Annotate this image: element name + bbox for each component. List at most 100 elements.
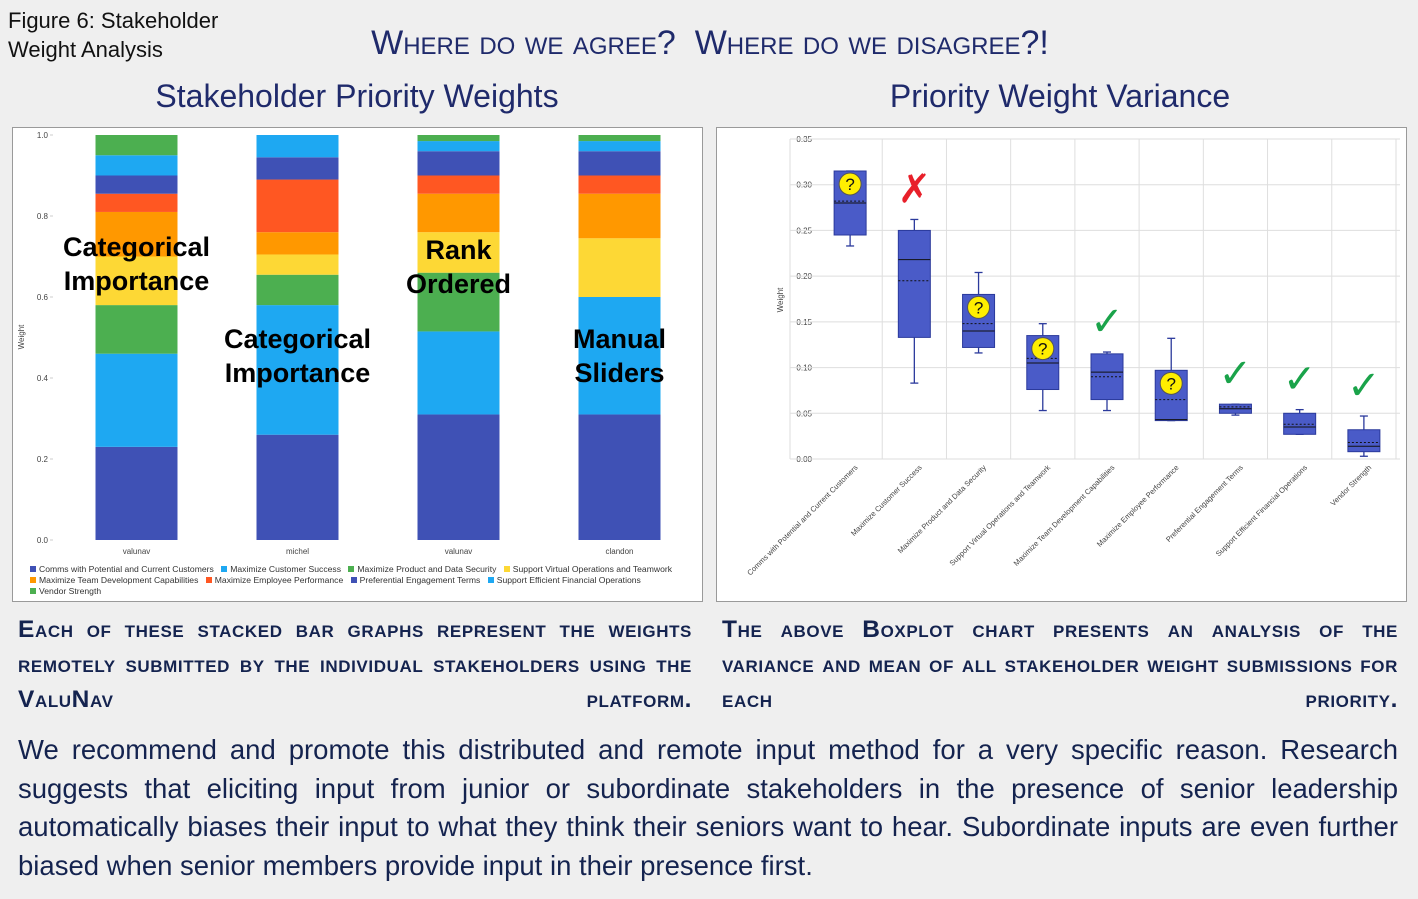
- x-tick-label: valunav: [123, 547, 151, 556]
- legend-label: Support Virtual Operations and Teamwork: [512, 564, 673, 574]
- right-panel: [716, 127, 1407, 602]
- x-tick-label: Vendor Strength: [1329, 463, 1374, 508]
- bar-segment: [95, 446, 178, 540]
- x-tick-label: Maximize Team Development Capabilities: [1012, 463, 1117, 568]
- question-badge: [967, 295, 991, 319]
- bar-segment: [417, 331, 500, 415]
- bar-annotation: Rank Ordered: [405, 235, 512, 299]
- chart-title: Priority Weight Variance: [889, 78, 1231, 114]
- bar-segment: [95, 155, 178, 176]
- question-badge: [1159, 371, 1183, 395]
- bar-annotation: Categorical Importance: [223, 324, 372, 388]
- bar-segment: [95, 256, 178, 306]
- bar-segment: [95, 353, 178, 447]
- bar-segment: [256, 434, 339, 540]
- bar-segment: [256, 179, 339, 233]
- bar-segment: [417, 175, 500, 194]
- x-tick-label: michel: [286, 547, 309, 556]
- legend-item: Maximize Team Development Capabilities: [30, 575, 198, 585]
- annotation: ✓: [1090, 299, 1124, 345]
- bar-segment: [256, 157, 339, 180]
- bar-segment: [578, 414, 661, 540]
- bar-segment: [256, 274, 339, 306]
- bar-segment: [578, 141, 661, 152]
- bar-segment: [95, 135, 178, 156]
- legend-label: Maximize Customer Success: [230, 564, 341, 574]
- bar-segment: [95, 211, 178, 257]
- x-tick-label: Maximize Customer Success: [849, 463, 924, 538]
- bar-segment: [578, 297, 661, 415]
- legend-swatch: [221, 566, 228, 572]
- figure-label: Figure 6: Stakeholder Weight Analysis: [8, 8, 219, 62]
- bar-segment: [578, 175, 661, 194]
- annotation: ?: [1038, 340, 1047, 359]
- legend-swatch: [487, 577, 494, 583]
- y-tick-label: 0.2: [37, 455, 49, 464]
- y-axis-label: Weight: [17, 324, 26, 350]
- bar-segment: [256, 254, 339, 275]
- question-badge: [838, 172, 862, 196]
- box: [1347, 429, 1381, 453]
- y-axis-label: Weight: [776, 287, 785, 313]
- bar-segment: [95, 305, 178, 354]
- legend-item: Preferential Engagement Terms: [350, 575, 481, 585]
- annotation: ?: [974, 298, 983, 317]
- y-tick-label: 1.0: [37, 131, 49, 140]
- annotation: ?: [1166, 374, 1175, 393]
- legend-swatch: [503, 566, 510, 572]
- bar-segment: [417, 272, 500, 332]
- legend-label: Support Efficient Financial Operations: [496, 575, 641, 585]
- bar-segment: [578, 151, 661, 176]
- legend-item: Maximize Employee Performance: [205, 575, 344, 585]
- legend-item: Support Virtual Operations and Teamwork: [503, 564, 673, 574]
- legend-label: Maximize Team Development Capabilities: [39, 575, 199, 585]
- legend-swatch: [30, 577, 36, 583]
- y-tick-label: 0.8: [37, 212, 49, 221]
- bar-segment: [95, 193, 178, 212]
- legend-swatch: [350, 577, 357, 583]
- y-tick-label: 0.0: [37, 536, 49, 545]
- x-tick-label: clandon: [605, 547, 633, 556]
- legend-item: Maximize Product and Data Security: [348, 564, 496, 574]
- x-tick-label: valunav: [445, 547, 473, 556]
- legend-label: Vendor Strength: [39, 586, 102, 596]
- legend-item: Vendor Strength: [30, 586, 101, 596]
- bar-segment: [417, 414, 500, 540]
- bar-segment: [578, 238, 661, 297]
- legend-label: Comms with Potential and Current Custome…: [39, 564, 214, 574]
- annotation: ✓: [1347, 363, 1381, 409]
- bar-annotation: Manual Sliders: [572, 324, 666, 388]
- annotation: ✓: [1219, 351, 1253, 397]
- paragraph: We recommend and promote this distribute…: [18, 734, 1398, 881]
- question-badge: [1031, 337, 1055, 361]
- bar-segment: [417, 232, 500, 273]
- caption: The above Boxplot chart presents an anal…: [722, 616, 1398, 713]
- legend-label: Maximize Employee Performance: [214, 575, 344, 585]
- legend-item: Maximize Customer Success: [221, 564, 341, 574]
- x-tick-label: Support Virtual Operations and Teamwork: [948, 463, 1053, 568]
- bar-segment: [256, 232, 339, 255]
- legend-swatch: [348, 566, 355, 572]
- legend: Comms with Potential and Current Custome…: [30, 564, 700, 597]
- legend-label: Preferential Engagement Terms: [359, 575, 481, 585]
- y-tick-label: 0.4: [37, 374, 49, 383]
- legend-item: Support Efficient Financial Operations: [487, 575, 641, 585]
- legend-label: Maximize Product and Data Security: [357, 564, 497, 574]
- headline: Where do we agree? Where do we disagree?…: [371, 24, 1049, 62]
- chart-title: Stakeholder Priority Weights: [155, 78, 559, 114]
- annotation: ✗: [898, 166, 932, 212]
- box: [897, 229, 931, 338]
- legend-swatch: [30, 588, 36, 594]
- bar-segment: [417, 135, 500, 142]
- x-tick-label: Comms with Potential and Current Custome…: [745, 463, 859, 577]
- bar-segment: [256, 305, 339, 435]
- bar-segment: [417, 141, 500, 152]
- legend-swatch: [205, 577, 212, 583]
- annotation: ?: [845, 175, 854, 194]
- caption: Each of these stacked bar graphs represe…: [18, 616, 692, 713]
- bar-segment: [256, 135, 339, 158]
- bar-segment: [95, 175, 178, 194]
- bar-segment: [578, 193, 661, 239]
